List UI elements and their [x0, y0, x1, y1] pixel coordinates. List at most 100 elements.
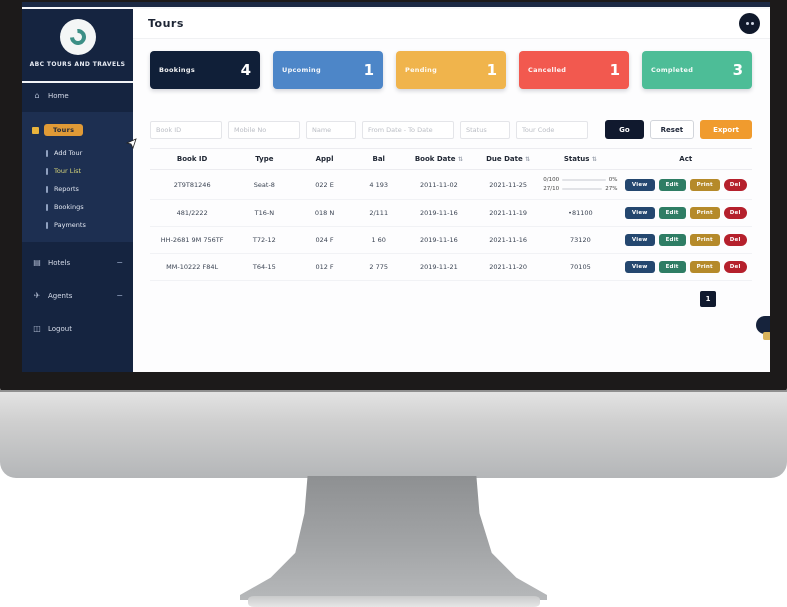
sidebar-item-agents[interactable]: ✈ Agents − — [33, 291, 123, 300]
collapse-icon[interactable]: − — [116, 258, 123, 267]
logout-icon: ◫ — [33, 324, 41, 333]
stat-card-completed[interactable]: Completed 3 — [642, 51, 752, 89]
col-book-id[interactable]: Book ID — [150, 148, 235, 170]
home-icon: ⌂ — [34, 91, 40, 100]
stat-value: 4 — [240, 61, 251, 79]
plane-icon: ✈ — [33, 291, 41, 300]
sidebar-item-hotels[interactable]: ▤ Hotels − — [33, 258, 123, 267]
pagination-page-1[interactable]: 1 — [700, 291, 716, 307]
view-button[interactable]: View — [624, 261, 655, 273]
col-status[interactable]: Status ⇅ — [541, 148, 620, 170]
topbar: Tours — [133, 9, 770, 39]
print-button[interactable]: Print — [689, 261, 720, 273]
delete-button[interactable]: Del — [723, 178, 747, 191]
reset-button[interactable]: Reset — [649, 120, 695, 139]
progress-track — [562, 179, 606, 181]
sort-icon[interactable]: ⇅ — [457, 156, 463, 163]
bullet-icon — [46, 203, 48, 211]
sidebar-divider — [22, 81, 133, 83]
print-button[interactable]: Print — [689, 178, 720, 191]
table-row: 2T9T81246 Seat-8 022 E 4 193 2011-11-02 … — [150, 169, 752, 200]
monitor-chin — [0, 390, 787, 478]
filter-bar: Go Reset Export — [150, 120, 752, 139]
table-header-row: Book ID Type Appl Bal Book Date ⇅ Due Da… — [150, 148, 752, 170]
monitor-stand — [240, 476, 547, 600]
export-button[interactable]: Export — [700, 120, 752, 139]
stat-value: 1 — [363, 61, 374, 79]
edit-button[interactable]: Edit — [658, 178, 686, 191]
collapse-icon[interactable]: − — [116, 291, 123, 300]
stat-card-upcoming[interactable]: Upcoming 1 — [273, 51, 383, 89]
stat-card-pending[interactable]: Pending 1 — [396, 51, 506, 89]
screen-top-line — [22, 7, 770, 9]
sidebar-item-logout[interactable]: ◫ Logout — [33, 324, 72, 333]
delete-button[interactable]: Del — [723, 261, 747, 273]
sidebar-subitem-add-tour[interactable]: Add Tour — [22, 144, 133, 162]
col-bal[interactable]: Bal — [354, 148, 403, 170]
sidebar-subitem-reports[interactable]: Reports — [22, 180, 133, 198]
filter-status-input[interactable] — [460, 120, 510, 139]
support-chat-icon[interactable] — [756, 316, 770, 340]
table-row: MM-10222 F84L T64-15 012 F 2 775 2019-11… — [150, 253, 752, 281]
sidebar-item-tours[interactable]: Tours — [22, 118, 133, 144]
filter-name-input[interactable] — [306, 120, 356, 139]
stat-card-cancelled[interactable]: Cancelled 1 — [519, 51, 629, 89]
table-row: 481/2222 T16-N 018 N 2/111 2019-11-16 20… — [150, 199, 752, 227]
stat-value: 1 — [486, 61, 497, 79]
status-text: 70105 — [541, 253, 620, 281]
sort-icon[interactable]: ⇅ — [525, 156, 531, 163]
col-book-date[interactable]: Book Date ⇅ — [402, 148, 476, 170]
brand: ABC TOURS AND TRAVELS — [22, 9, 133, 74]
go-button[interactable]: Go — [605, 120, 644, 139]
status-progress: 0/100 0% 27/10 27% — [543, 177, 618, 192]
filter-date-range-input[interactable] — [362, 120, 454, 139]
sidebar: ABC TOURS AND TRAVELS ⌂ Home Tours Add T… — [22, 9, 137, 372]
col-actions: Act — [619, 148, 752, 170]
print-button[interactable]: Print — [689, 207, 720, 219]
sidebar-subitem-bookings[interactable]: Bookings — [22, 198, 133, 216]
stat-cards: Bookings 4 Upcoming 1 Pending 1 Cancel — [150, 51, 752, 89]
mouse-cursor — [125, 138, 137, 149]
bullet-icon — [46, 149, 48, 157]
sidebar-active-group: Tours Add Tour Tour List Reports — [22, 112, 133, 242]
stat-card-bookings[interactable]: Bookings 4 — [150, 51, 260, 89]
view-button[interactable]: View — [624, 234, 655, 246]
delete-button[interactable]: Del — [723, 234, 747, 246]
sort-icon[interactable]: ⇅ — [591, 156, 597, 163]
status-text: •81100 — [541, 199, 620, 227]
filter-book-id-input[interactable] — [150, 120, 222, 139]
edit-button[interactable]: Edit — [658, 261, 686, 273]
brand-logo — [59, 19, 96, 55]
print-button[interactable]: Print — [689, 234, 720, 246]
bookings-table: Book ID Type Appl Bal Book Date ⇅ Due Da… — [150, 148, 752, 281]
bullet-icon — [46, 167, 48, 175]
view-button[interactable]: View — [624, 207, 655, 219]
progress-track — [562, 188, 603, 190]
main-area: Tours Bookings 4 Upcoming 1 — [133, 9, 770, 372]
filter-mobile-input[interactable] — [228, 120, 300, 139]
edit-button[interactable]: Edit — [658, 207, 686, 219]
brand-title: ABC TOURS AND TRAVELS — [29, 61, 126, 68]
delete-button[interactable]: Del — [723, 207, 747, 219]
status-text: 73120 — [541, 226, 620, 254]
monitor-base — [248, 596, 540, 607]
view-button[interactable]: View — [624, 178, 655, 191]
stat-value: 1 — [609, 61, 620, 79]
col-appl[interactable]: Appl — [294, 148, 355, 170]
bullet-icon — [46, 221, 48, 229]
screen-top-strip — [22, 2, 770, 7]
table-row: HH-2681 9M 756TF T72-12 024 F 1 60 2019-… — [150, 226, 752, 254]
user-icon — [745, 22, 749, 25]
active-item-pill[interactable]: Tours — [44, 124, 84, 136]
col-type[interactable]: Type — [234, 148, 295, 170]
sidebar-item-home[interactable]: ⌂ Home — [22, 83, 133, 108]
sidebar-subitem-payments[interactable]: Payments — [22, 216, 133, 234]
filter-tour-code-input[interactable] — [516, 120, 588, 139]
user-menu-button[interactable] — [739, 13, 760, 34]
bullet-icon — [46, 185, 48, 193]
col-due-date[interactable]: Due Date ⇅ — [475, 148, 542, 170]
content: Bookings 4 Upcoming 1 Pending 1 Cancel — [133, 39, 770, 372]
sidebar-subitem-tour-list[interactable]: Tour List — [22, 162, 133, 180]
edit-button[interactable]: Edit — [658, 234, 686, 246]
